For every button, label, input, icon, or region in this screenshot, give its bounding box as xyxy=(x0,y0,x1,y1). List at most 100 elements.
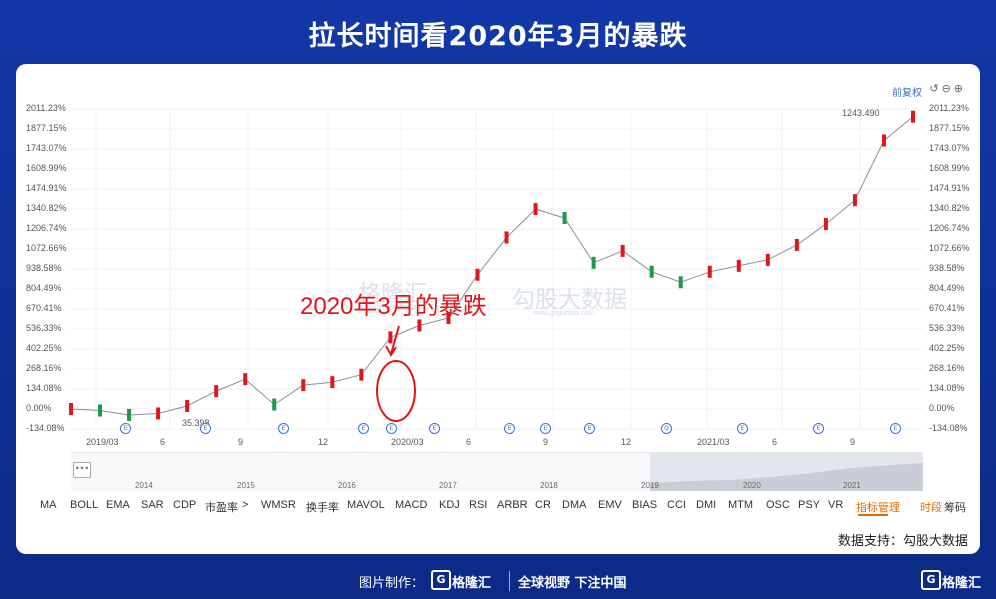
candle-mark xyxy=(127,408,132,421)
indicator-tab[interactable]: RSI xyxy=(469,499,488,511)
indicator-tab[interactable]: MAVOL xyxy=(347,499,385,511)
event-marker[interactable]: E xyxy=(358,423,369,434)
indicator-tab[interactable]: MTM xyxy=(728,499,754,511)
y-tick-label: 1608.99% xyxy=(26,163,67,173)
price-chart[interactable]: 1243.490 35.398 xyxy=(16,64,980,444)
page-title: 拉长时间看2020年3月的暴跌 xyxy=(308,21,688,52)
annotation-arrow xyxy=(385,325,400,357)
event-marker[interactable]: E xyxy=(540,423,551,434)
navigator-year: 2016 xyxy=(338,481,356,490)
indicator-tab[interactable]: BIAS xyxy=(632,499,658,511)
crash-highlight-circle xyxy=(376,360,416,422)
navigator-area xyxy=(650,463,923,491)
candle-mark xyxy=(765,253,770,266)
extreme-label-max: 1243.490 xyxy=(842,108,880,118)
indicator-tab[interactable]: SAR xyxy=(141,499,164,511)
y-tick-label: 804.49% xyxy=(929,283,965,293)
indicator-tab[interactable]: CR xyxy=(535,499,551,511)
event-marker[interactable]: E xyxy=(278,423,289,434)
chart-tools: ↺⊖⊕ xyxy=(929,82,966,95)
watermark-sub-2: www.gogudata.com xyxy=(533,310,595,317)
y-tick-label: 2011.23% xyxy=(929,103,969,113)
indicator-tab[interactable]: 市盈率 xyxy=(205,502,238,514)
crash-annotation: 2020年3月的暴跌 xyxy=(300,293,487,320)
brand-logo-icon-right: G xyxy=(921,570,941,590)
candle-mark xyxy=(533,203,538,216)
event-marker[interactable]: E xyxy=(504,423,515,434)
indicator-tab[interactable]: 指标管理 xyxy=(856,502,900,514)
indicator-tab[interactable]: OSC xyxy=(766,499,790,511)
indicator-tab[interactable]: > xyxy=(242,499,249,511)
candle-mark xyxy=(301,379,306,392)
candle-mark xyxy=(388,331,393,344)
candle-mark xyxy=(272,398,277,411)
indicator-tab[interactable]: BOLL xyxy=(70,499,99,511)
y-tick-label: -134.08% xyxy=(26,423,65,433)
x-tick-label: 12 xyxy=(318,437,329,447)
y-tick-label: -134.08% xyxy=(929,423,968,433)
footer-slogan: 全球视野 下注中国 xyxy=(518,576,627,591)
event-marker[interactable]: E xyxy=(737,423,748,434)
event-marker[interactable]: E xyxy=(429,423,440,434)
adjust-mode-label[interactable]: 前复权 xyxy=(892,88,922,99)
candle-mark xyxy=(243,373,248,386)
indicator-tab[interactable]: WMSR xyxy=(261,499,296,511)
time-navigator[interactable]: 2014 2015 2016 2017 2018 2019 2020 2021 xyxy=(71,452,923,491)
x-tick-label: 9 xyxy=(543,437,549,447)
y-tick-label: 1474.91% xyxy=(26,183,67,193)
indicator-tab[interactable]: EMV xyxy=(598,499,622,511)
indicator-tab[interactable]: 换手率 xyxy=(306,502,339,514)
indicator-tab[interactable]: CDP xyxy=(173,499,197,511)
candle-mark xyxy=(504,231,509,244)
indicator-tab[interactable]: PSY xyxy=(798,499,821,511)
indicator-tab[interactable]: 时段 xyxy=(920,502,942,514)
footer-brand-right: 格隆汇 xyxy=(942,576,982,591)
indicator-tab[interactable]: VR xyxy=(828,499,844,511)
navigator-year: 2017 xyxy=(439,481,457,490)
x-tick-label: 2020/03 xyxy=(391,437,424,447)
indicator-tab[interactable]: EMA xyxy=(106,499,130,511)
brand-logo-icon: G xyxy=(431,570,451,590)
y-tick-label: 1743.07% xyxy=(26,143,67,153)
y-tick-label: 1877.15% xyxy=(929,123,970,133)
zoom-in-icon[interactable]: ⊕ xyxy=(953,82,966,95)
candle-mark xyxy=(823,218,828,231)
footer-brand: 格隆汇 xyxy=(452,576,492,591)
event-marker[interactable]: E xyxy=(890,423,901,434)
indicator-tab[interactable]: 筹码 xyxy=(944,502,966,514)
y-tick-label: 268.16% xyxy=(929,363,965,373)
y-tick-label: 1340.82% xyxy=(929,203,970,213)
watermark-text-2: 勾股大数据 xyxy=(512,286,627,312)
indicator-tab[interactable]: CCI xyxy=(667,499,686,511)
watermark-sub: www.gelonghui.com xyxy=(360,304,423,311)
candle-mark xyxy=(417,319,422,332)
navigator-handle[interactable]: ••• xyxy=(73,462,91,478)
event-marker[interactable]: E xyxy=(200,423,211,434)
undo-icon[interactable]: ↺ xyxy=(929,82,942,95)
y-tick-label: 938.58% xyxy=(26,263,62,273)
navigator-year: 2015 xyxy=(237,481,255,490)
candle-mark xyxy=(330,376,335,389)
y-tick-label: 0.00% xyxy=(26,403,52,413)
indicator-tab[interactable]: DMI xyxy=(696,499,717,511)
candle-mark xyxy=(591,256,596,269)
indicator-tab[interactable]: DMA xyxy=(562,499,587,511)
indicator-tab[interactable]: ARBR xyxy=(497,499,528,511)
y-tick-label: 1072.66% xyxy=(929,243,970,253)
indicator-tab[interactable]: MA xyxy=(40,499,57,511)
event-marker[interactable]: Q xyxy=(661,423,672,434)
indicator-tab[interactable]: MACD xyxy=(395,499,428,511)
candle-mark xyxy=(446,312,451,325)
event-marker[interactable]: E xyxy=(386,423,397,434)
candle-mark xyxy=(69,403,73,416)
event-marker[interactable]: E xyxy=(120,423,131,434)
indicator-tab[interactable]: KDJ xyxy=(439,499,460,511)
event-marker[interactable]: E xyxy=(813,423,824,434)
candle-mark xyxy=(881,134,886,147)
event-marker[interactable]: E xyxy=(584,423,595,434)
navigator-year: 2019 xyxy=(641,481,659,490)
zoom-out-icon[interactable]: ⊖ xyxy=(941,82,954,95)
footer: 图片制作： G 格隆汇 全球视野 下注中国 G 格隆汇 xyxy=(0,565,996,599)
navigator-year: 2014 xyxy=(135,481,153,490)
candle-mark xyxy=(794,238,799,251)
